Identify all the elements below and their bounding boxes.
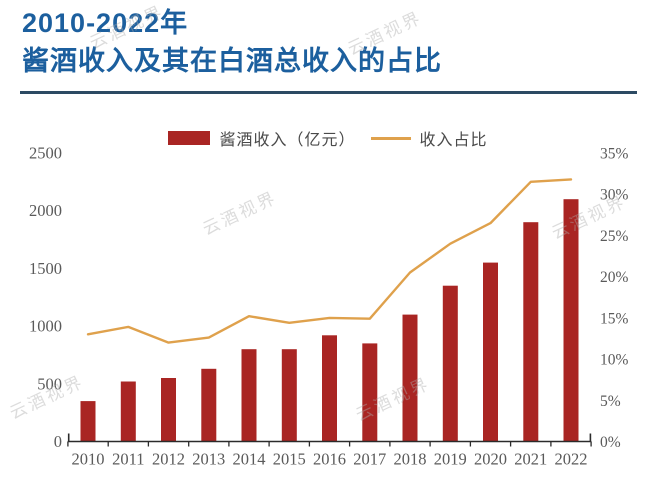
- page-title: 2010-2022年 酱酒收入及其在白酒总收入的占比: [22, 4, 442, 80]
- bar-2010: [80, 401, 96, 442]
- x-axis-label-2010: 2010: [72, 450, 105, 469]
- bar-2015: [281, 349, 297, 442]
- title-line-2: 酱酒收入及其在白酒总收入的占比: [22, 46, 442, 76]
- bar-2011: [120, 381, 136, 442]
- x-axis-label-2022: 2022: [555, 450, 588, 469]
- x-axis-label-2015: 2015: [273, 450, 306, 469]
- x-axis-label-2018: 2018: [394, 450, 427, 469]
- right-axis-tick-label: 5%: [600, 393, 621, 410]
- left-axis-tick-label: 2000: [29, 201, 62, 220]
- right-axis-tick-label: 20%: [600, 269, 629, 286]
- x-axis-label-2016: 2016: [313, 450, 346, 469]
- bar-2021: [523, 222, 539, 442]
- x-axis-label-2011: 2011: [112, 450, 144, 469]
- line-series-swatch: [370, 136, 411, 140]
- left-axis-tick-label: 0: [54, 432, 62, 451]
- bar-2013: [201, 368, 217, 442]
- left-axis-tick-label: 1500: [29, 259, 62, 278]
- right-axis-tick-label: 35%: [600, 146, 629, 163]
- bar-2014: [241, 349, 257, 442]
- left-axis-tick-label: 1000: [29, 317, 62, 336]
- x-axis-label-2013: 2013: [192, 450, 225, 469]
- right-axis-tick-label: 10%: [600, 352, 629, 369]
- right-axis-tick-label: 15%: [600, 310, 629, 327]
- bar-2012: [161, 378, 176, 442]
- x-axis-label-2014: 2014: [233, 450, 266, 469]
- bar-2016: [322, 335, 337, 442]
- left-axis-tick-label: 2500: [29, 144, 62, 163]
- right-axis-tick-label: 0%: [600, 434, 621, 451]
- bar-series-label: 酱酒收入（亿元）: [219, 132, 356, 149]
- chart-legend: 酱酒收入（亿元） 收入占比: [0, 127, 656, 149]
- left-axis-tick-label: 500: [37, 374, 62, 393]
- bar-series-swatch: [168, 131, 211, 145]
- income-ratio-line: [86, 178, 573, 344]
- bar-2018: [402, 314, 418, 442]
- right-axis-tick-label: 25%: [600, 228, 629, 245]
- bar-2022: [563, 199, 579, 442]
- bar-2019: [442, 285, 458, 442]
- bar-2020: [483, 262, 498, 442]
- x-axis-label-2012: 2012: [152, 450, 185, 469]
- x-axis-label-2020: 2020: [474, 450, 507, 469]
- title-divider: [20, 91, 637, 94]
- right-axis-tick-label: 30%: [600, 187, 629, 204]
- bar-2017: [362, 343, 378, 442]
- title-line-1: 2010-2022年: [22, 8, 189, 38]
- x-axis-label-2019: 2019: [434, 450, 467, 469]
- line-series-label: 收入占比: [419, 132, 488, 149]
- x-axis-label-2021: 2021: [514, 450, 547, 469]
- x-axis-label-2017: 2017: [353, 450, 386, 469]
